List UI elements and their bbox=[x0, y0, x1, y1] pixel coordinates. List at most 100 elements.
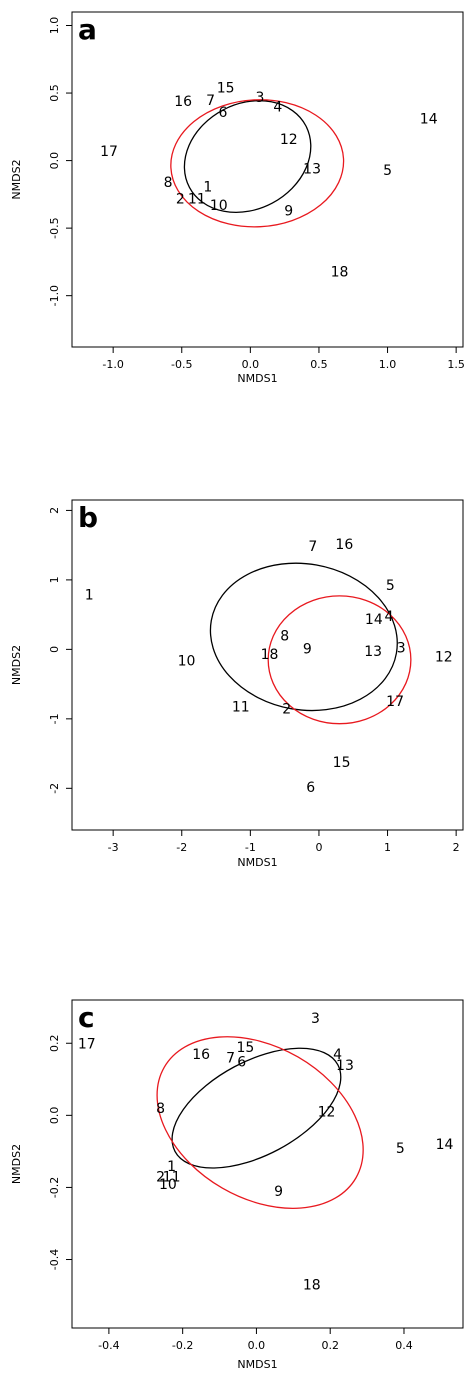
site-label-12: 12 bbox=[280, 132, 298, 148]
y-axis-label: NMDS2 bbox=[10, 645, 23, 685]
plot-frame bbox=[71, 999, 464, 1329]
y-tick-label: -0.4 bbox=[48, 1249, 61, 1270]
site-label-8: 8 bbox=[164, 175, 173, 191]
y-tick-label: 0 bbox=[48, 646, 61, 653]
site-label-7: 7 bbox=[308, 539, 317, 555]
y-axis-label: NMDS2 bbox=[10, 1144, 23, 1184]
site-label-3: 3 bbox=[311, 1011, 320, 1027]
site-label-4: 4 bbox=[273, 100, 282, 116]
site-label-1: 1 bbox=[85, 587, 94, 603]
site-label-13: 13 bbox=[336, 1058, 354, 1074]
site-label-18: 18 bbox=[303, 1278, 321, 1294]
y-tick-label: 0.0 bbox=[48, 1107, 61, 1125]
ellipse-black bbox=[183, 100, 312, 214]
site-label-5: 5 bbox=[396, 1141, 405, 1157]
site-label-17: 17 bbox=[386, 694, 404, 710]
plot-frame bbox=[71, 11, 464, 348]
y-tick-label: 2 bbox=[48, 507, 61, 514]
x-tick-label: -0.2 bbox=[172, 1339, 193, 1352]
site-label-5: 5 bbox=[386, 578, 395, 594]
nmds-panel-c: -0.4 -0.2 0.0 0.2 0.4 -0.4 -0.2 0.0 0.2 NMDS1 NMDS… bbox=[10, 999, 464, 1371]
y-tick-label: -1.0 bbox=[48, 285, 61, 306]
nmds-panel-b: -3 -2 -1 0 1 2-2-1012NMDS1NMDS2b1234567891011… bbox=[10, 499, 464, 869]
site-label-14: 14 bbox=[365, 612, 383, 628]
site-label-11: 11 bbox=[163, 1170, 181, 1186]
site-label-4: 4 bbox=[333, 1047, 342, 1063]
site-label-7: 7 bbox=[206, 93, 215, 109]
site-label-15: 15 bbox=[217, 81, 235, 97]
panel-label: a bbox=[78, 13, 97, 46]
x-tick-label: -0.5 bbox=[171, 358, 192, 371]
site-label-18: 18 bbox=[331, 264, 349, 280]
x-tick-label: 1.5 bbox=[447, 358, 465, 371]
y-tick-label: -0.5 bbox=[48, 217, 61, 238]
site-label-6: 6 bbox=[237, 1054, 246, 1070]
y-tick-label: 0.2 bbox=[48, 1035, 61, 1053]
x-tick-label: 0 bbox=[315, 841, 322, 854]
x-tick-label: -2 bbox=[176, 841, 187, 854]
site-label-2: 2 bbox=[176, 191, 185, 207]
y-tick-label: 1.0 bbox=[48, 17, 61, 35]
site-label-3: 3 bbox=[255, 90, 264, 106]
site-label-10: 10 bbox=[159, 1177, 177, 1193]
panel-label: b bbox=[78, 501, 98, 534]
site-label-2: 2 bbox=[282, 701, 291, 717]
site-label-1: 1 bbox=[203, 179, 212, 195]
ellipse-red bbox=[170, 99, 345, 228]
site-label-15: 15 bbox=[236, 1040, 254, 1056]
x-tick-label: 1 bbox=[384, 841, 391, 854]
site-label-11: 11 bbox=[232, 699, 250, 715]
site-label-13: 13 bbox=[303, 162, 321, 178]
site-label-9: 9 bbox=[274, 1184, 283, 1200]
site-label-9: 9 bbox=[284, 204, 293, 220]
site-label-12: 12 bbox=[435, 649, 453, 665]
y-tick-label: 0.0 bbox=[48, 152, 61, 170]
x-tick-label: 0.0 bbox=[242, 358, 260, 371]
y-axis-label: NMDS2 bbox=[10, 159, 23, 199]
plot-frame bbox=[71, 499, 464, 831]
site-label-6: 6 bbox=[218, 105, 227, 121]
site-label-16: 16 bbox=[174, 94, 192, 110]
x-tick-label: 2 bbox=[453, 841, 460, 854]
x-tick-label: -3 bbox=[108, 841, 119, 854]
x-tick-label: 0.2 bbox=[321, 1339, 339, 1352]
x-tick-label: -0.4 bbox=[98, 1339, 119, 1352]
site-label-17: 17 bbox=[100, 144, 118, 160]
site-label-6: 6 bbox=[306, 780, 315, 796]
x-axis-label: NMDS1 bbox=[237, 372, 277, 385]
site-label-16: 16 bbox=[335, 537, 353, 553]
site-label-2: 2 bbox=[156, 1170, 165, 1186]
site-label-3: 3 bbox=[397, 640, 406, 656]
site-label-1: 1 bbox=[167, 1159, 176, 1175]
nmds-panel-a: -1.0 -0.5 0.0 0.5 1.0 1.5 -1.0 -0.5 0.0 0.5 1.0 NMD… bbox=[10, 11, 465, 385]
site-label-9: 9 bbox=[303, 642, 312, 658]
x-axis-label: NMDS1 bbox=[237, 856, 277, 869]
site-label-15: 15 bbox=[333, 755, 351, 771]
y-tick-label: -0.2 bbox=[48, 1177, 61, 1198]
site-label-10: 10 bbox=[210, 198, 228, 214]
ellipse-black bbox=[171, 1047, 342, 1169]
site-label-4: 4 bbox=[384, 609, 393, 625]
y-tick-label: -2 bbox=[48, 783, 61, 794]
site-label-18: 18 bbox=[261, 647, 279, 663]
site-label-8: 8 bbox=[280, 628, 289, 644]
site-label-13: 13 bbox=[364, 644, 382, 660]
y-tick-label: 1 bbox=[48, 576, 61, 583]
x-tick-label: 0.0 bbox=[248, 1339, 266, 1352]
x-tick-label: 0.4 bbox=[395, 1339, 413, 1352]
site-label-7: 7 bbox=[226, 1051, 235, 1067]
site-label-14: 14 bbox=[420, 112, 438, 128]
site-label-17: 17 bbox=[78, 1036, 96, 1052]
site-label-5: 5 bbox=[383, 163, 392, 179]
x-tick-label: 0.5 bbox=[310, 358, 328, 371]
x-tick-label: -1 bbox=[245, 841, 256, 854]
y-tick-label: 0.5 bbox=[48, 84, 61, 102]
site-label-11: 11 bbox=[188, 191, 206, 207]
site-label-10: 10 bbox=[178, 653, 196, 669]
ellipse-red bbox=[267, 595, 412, 725]
ellipse-black bbox=[209, 562, 398, 712]
x-tick-label: -1.0 bbox=[102, 358, 123, 371]
panel-label: c bbox=[78, 1001, 95, 1034]
y-tick-label: -1 bbox=[48, 713, 61, 724]
site-label-14: 14 bbox=[436, 1137, 454, 1153]
